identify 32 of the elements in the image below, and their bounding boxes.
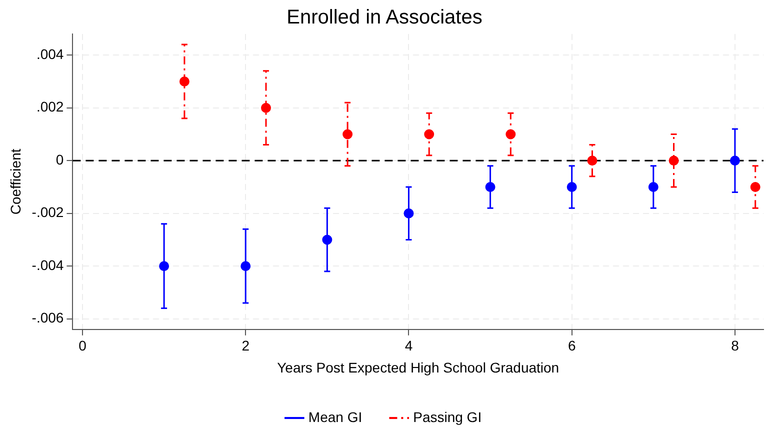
- point: [424, 129, 434, 140]
- point: [240, 261, 251, 272]
- point: [485, 182, 496, 192]
- x-axis-title: Years Post Expected High School Graduation: [277, 359, 560, 376]
- point: [404, 208, 414, 218]
- y-tick-label: .004: [36, 46, 64, 62]
- point: [261, 102, 271, 113]
- point: [566, 182, 577, 192]
- point: [159, 261, 170, 272]
- x-tick-label: 6: [568, 338, 576, 354]
- chart-title: Enrolled in Associates: [286, 6, 482, 29]
- x-tick-label: 0: [78, 338, 87, 354]
- legend-label: Passing GI: [413, 408, 482, 425]
- point: [648, 182, 658, 192]
- y-axis-title: Coefficient: [7, 148, 24, 215]
- x-tick-label: 2: [242, 338, 250, 354]
- point: [342, 129, 353, 140]
- point: [506, 129, 516, 140]
- point: [322, 234, 332, 245]
- y-tick-label: 0: [56, 151, 64, 168]
- y-tick-label: -.004: [32, 256, 64, 273]
- point: [668, 156, 679, 166]
- x-tick-label: 8: [731, 338, 740, 354]
- y-tick-label: -.006: [32, 310, 64, 326]
- point: [587, 156, 598, 166]
- y-tick-label: -.002: [32, 204, 64, 220]
- point: [179, 76, 190, 86]
- y-tick-label: .002: [36, 98, 64, 115]
- legend-label: Mean GI: [308, 408, 362, 425]
- point: [750, 182, 760, 192]
- x-tick-label: 4: [404, 338, 413, 354]
- point: [730, 156, 740, 166]
